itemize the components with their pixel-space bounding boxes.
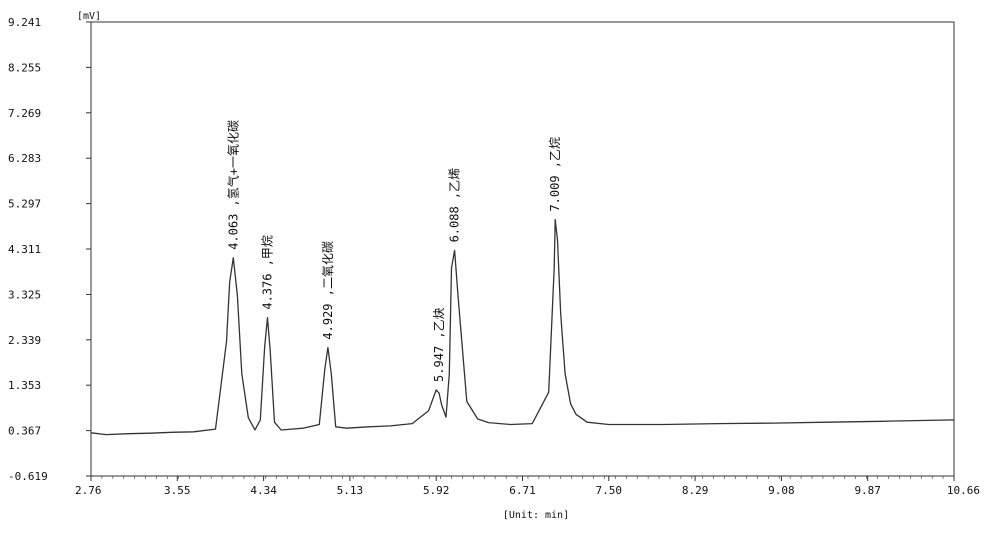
x-tick-label: 5.92: [423, 484, 450, 497]
peak-labels: 4.063 ,氢气+一氧化碳 4.376 ,甲烷 4.929 ,二氧化碳 5.947 …: [225, 120, 562, 382]
y-tick-label: 2.339: [8, 334, 41, 347]
x-tick-label: 7.50: [596, 484, 623, 497]
plot-frame: [90, 21, 955, 477]
y-tick-label: 7.269: [8, 107, 41, 120]
x-tick-label: 6.71: [509, 484, 536, 497]
peak-label: 7.009 ,乙烷: [548, 137, 562, 212]
x-axis-label: [Unit: min]: [503, 510, 569, 521]
peak-label: 4.063 ,氢气+一氧化碳: [225, 120, 240, 250]
peak-label: 5.947 ,乙炔: [432, 307, 446, 382]
x-tick-label: 3.55: [164, 484, 191, 497]
chromatogram-trace: [90, 218, 955, 436]
peak-label: 6.088 ,乙烯: [448, 168, 462, 243]
y-unit-label: [mV]: [77, 11, 101, 22]
x-tick-label: 8.29: [682, 484, 709, 497]
y-tick-label: 4.311: [8, 243, 41, 256]
x-tick-label: 5.13: [337, 484, 364, 497]
y-tick-label: 0.367: [8, 425, 41, 438]
y-tick-label: 8.255: [8, 61, 41, 74]
x-axis: 2.76 3.55 4.34 5.13 5.92 6.71 7.50 8.29 9.08 9.87…: [75, 476, 980, 497]
peak-label: 4.929 ,二氧化碳: [321, 241, 335, 340]
y-axis: 9.241 8.255 7.269 6.283 5.297 4.311 3.325 2.339…: [8, 16, 91, 483]
peak-label: 4.376 ,甲烷: [261, 235, 275, 310]
y-tick-label: 1.353: [8, 379, 41, 392]
y-tick-label: 5.297: [8, 198, 41, 211]
x-tick-label: 2.76: [75, 484, 102, 497]
x-tick-label: 9.87: [854, 484, 881, 497]
x-tick-label: 4.34: [250, 484, 277, 497]
y-tick-label: 9.241: [8, 16, 41, 29]
y-tick-label: 3.325: [8, 288, 41, 301]
y-tick-label: -0.619: [8, 470, 48, 483]
y-tick-label: 6.283: [8, 152, 41, 165]
x-tick-label: 9.08: [768, 484, 795, 497]
x-tick-label: 10.66: [947, 484, 980, 497]
